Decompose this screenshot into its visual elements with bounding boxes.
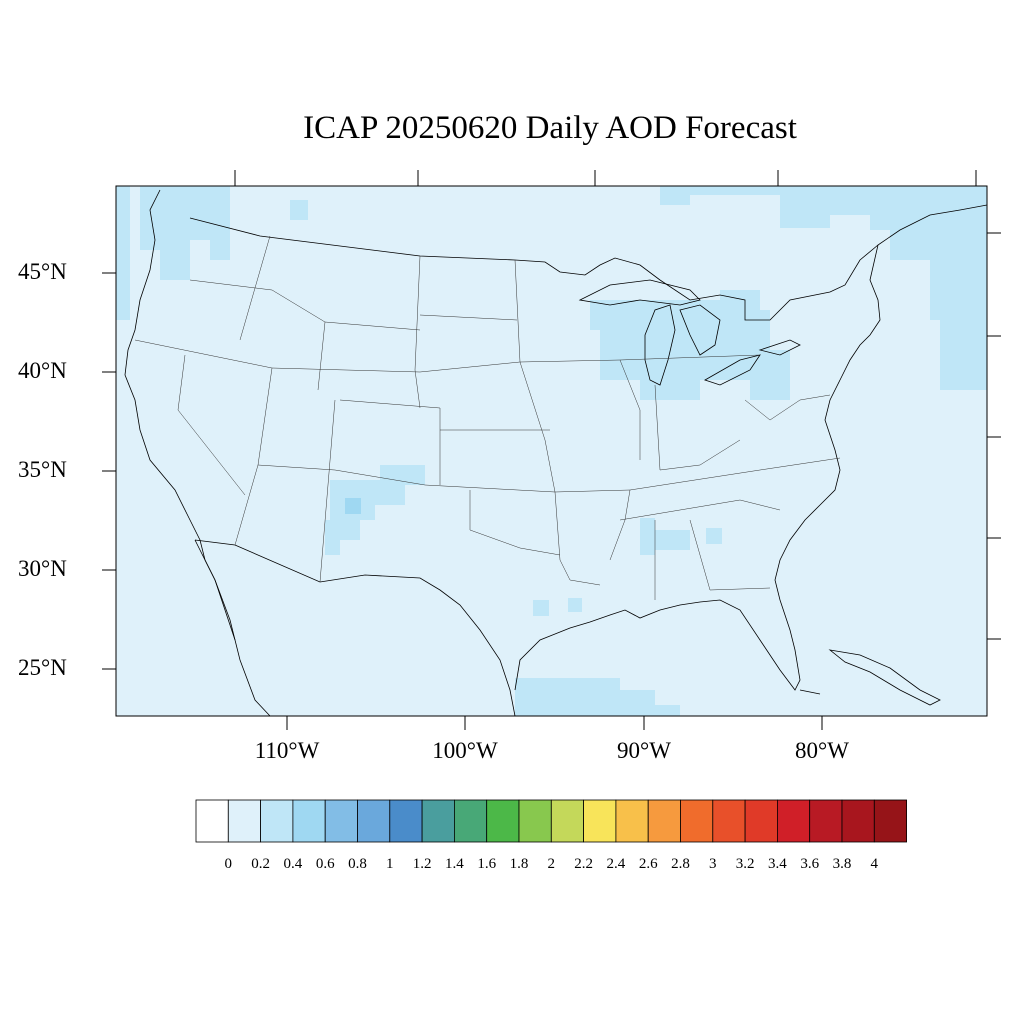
colorbar-label: 2.4: [606, 856, 626, 872]
colorbar-label: 0.4: [283, 856, 303, 872]
colorbar-swatch: [777, 799, 811, 843]
colorbar-swatch: [550, 799, 584, 843]
colorbar-swatch: [486, 799, 520, 843]
colorbar-label: 0.6: [315, 856, 335, 872]
aod-region-nw-coast: [116, 186, 130, 320]
colorbar-label: 0.2: [251, 856, 270, 872]
colorbar-swatch: [357, 799, 391, 843]
map-title: ICAP 20250620 Daily AOD Forecast: [303, 110, 797, 146]
lon-label-110: 110°W: [254, 738, 320, 763]
colorbar-swatch: [518, 799, 552, 843]
lat-label-40: 40°N: [18, 358, 67, 383]
map-background: [116, 186, 987, 716]
lat-label-25: 25°N: [18, 655, 67, 680]
us-canada-border: [189, 217, 879, 321]
colorbar-swatch: [841, 799, 875, 843]
colorbar-label: 2: [547, 856, 556, 872]
aod-region-texas-coast-a: [533, 600, 549, 616]
colorbar-label: 1.2: [412, 856, 432, 872]
baja-peninsula: [194, 539, 271, 717]
colorbar-swatch: [615, 799, 649, 843]
colorbar-label: 1.8: [509, 856, 529, 872]
colorbar-label: 0: [224, 856, 233, 872]
aod-region-great-lakes: [590, 290, 790, 400]
aod-region-new-mexico: [325, 465, 425, 555]
colorbar-label: 3.6: [800, 856, 820, 872]
aod-region-pacific-nw: [116, 186, 230, 280]
aod-region-canada: [116, 186, 987, 390]
lake-erie: [704, 354, 761, 386]
colorbar-swatch: [389, 799, 423, 843]
colorbar-label: 3.8: [832, 856, 852, 872]
colorbar: [195, 799, 907, 843]
colorbar-label: 1: [386, 856, 394, 872]
lake-michigan: [644, 304, 676, 386]
aod-region-texas-coast-b: [568, 598, 582, 612]
colorbar-swatch: [421, 799, 455, 843]
lat-label-45: 45°N: [18, 259, 67, 284]
colorbar-swatch: [712, 799, 746, 843]
aod-shading: [116, 186, 987, 716]
aod-region-montana: [290, 200, 308, 220]
colorbar-swatch: [260, 799, 294, 843]
state-lines: [134, 235, 841, 600]
colorbar-swatch: [324, 799, 358, 843]
lon-label-100: 100°W: [432, 738, 498, 763]
lake-huron: [679, 304, 721, 356]
florida-keys: [799, 689, 821, 695]
lake-superior: [578, 279, 701, 306]
colorbar-swatch: [583, 799, 617, 843]
colorbar-swatch: [680, 799, 714, 843]
aod-region-georgia: [706, 528, 722, 544]
lat-label-30: 30°N: [18, 556, 67, 581]
colorbar-label: 1.4: [445, 856, 464, 872]
colorbar-label: 0.8: [348, 856, 367, 872]
map-frame: [115, 185, 988, 717]
colorbar-label: 1.6: [477, 856, 497, 872]
colorbar-swatch: [195, 799, 229, 843]
colorbar-label: 2.6: [638, 856, 658, 872]
lon-label-80: 80°W: [795, 738, 849, 763]
colorbar-swatch: [647, 799, 681, 843]
cuba: [828, 649, 941, 706]
boundaries: [124, 189, 988, 717]
lake-ontario: [758, 339, 801, 356]
lat-label-35: 35°N: [18, 457, 67, 482]
aod-region-nm-hotspot: [345, 498, 361, 514]
colorbar-swatch: [809, 799, 843, 843]
gulf-coast: [514, 204, 988, 691]
colorbar-label: 3: [709, 856, 717, 872]
lon-label-90: 90°W: [617, 738, 671, 763]
mexico-border: [194, 539, 516, 717]
aod-region-washington: [210, 240, 230, 260]
aod-region-gulf: [515, 678, 680, 716]
colorbar-swatch: [227, 799, 262, 843]
colorbar-swatch: [744, 799, 778, 843]
colorbar-swatch: [453, 799, 488, 843]
colorbar-label: 3.2: [735, 856, 755, 872]
colorbar-label: 3.4: [768, 856, 787, 872]
colorbar-swatch: [292, 799, 326, 843]
colorbar-label: 2.2: [574, 856, 593, 872]
colorbar-swatch: [873, 799, 907, 843]
tick-marks: [102, 170, 1001, 730]
colorbar-label: 4: [870, 856, 879, 872]
aod-region-alabama: [640, 518, 690, 555]
colorbar-label: 2.8: [671, 856, 690, 872]
